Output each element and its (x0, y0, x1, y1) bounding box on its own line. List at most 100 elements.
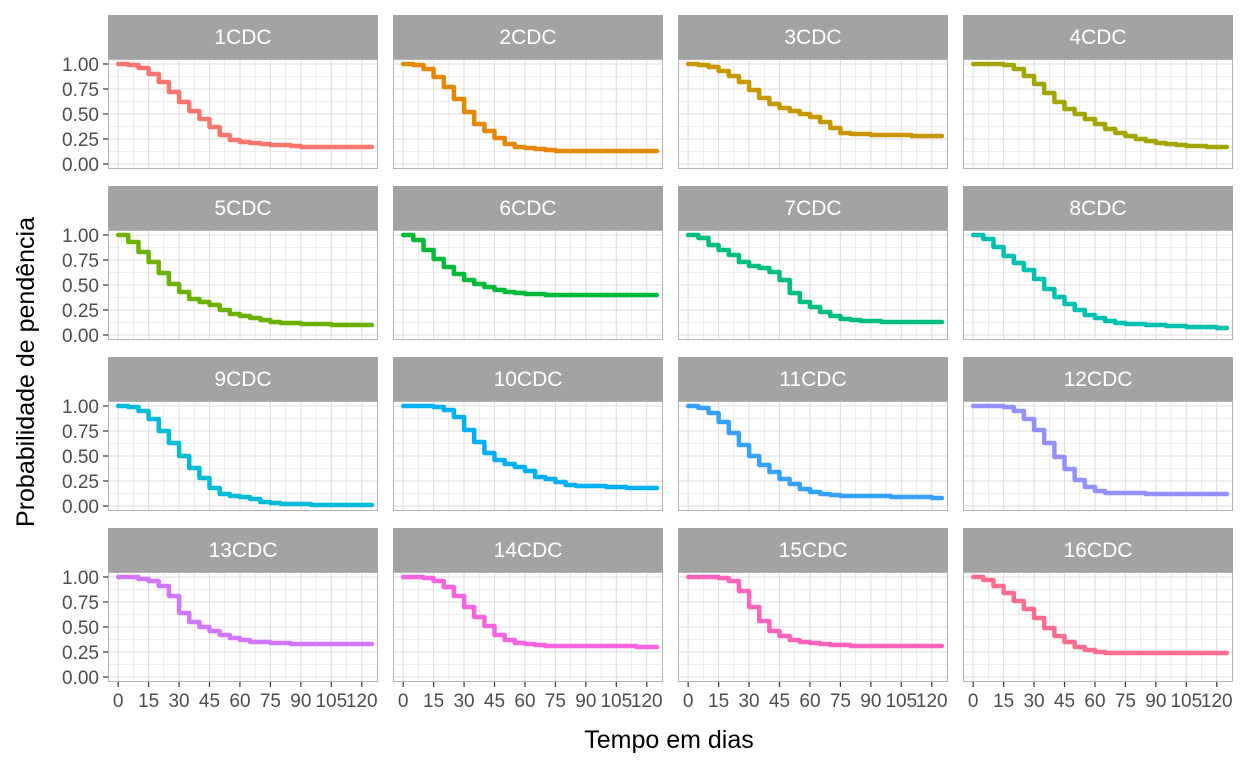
facet-panel-7CDC: 7CDC (678, 186, 948, 340)
facet-strip (678, 357, 948, 401)
facet-panel-10CDC: 10CDC (393, 357, 663, 511)
facet-panel-13CDC: 13CDC (108, 528, 378, 682)
facet-strip-label: 2CDC (499, 26, 556, 49)
y-axis-title: Probabilidade de pendência (12, 217, 40, 527)
y-tick-label: 0.50 (62, 447, 99, 468)
facet-panel-6CDC: 6CDC (393, 186, 663, 340)
y-tick-label: 0.25 (62, 130, 99, 151)
panel-border (108, 401, 378, 511)
grid-lines (678, 230, 948, 340)
survival-curve-4CDC (970, 61, 1230, 150)
y-tick-label: 0.25 (62, 301, 99, 322)
x-tick-label: 60 (1084, 691, 1105, 712)
panels-layer: 1CDC 2CDC 3CDC 4CDC 5CDC 6CDC 7CDC 8CDC 9CDC 10CD… (108, 15, 1233, 682)
facet-strip (393, 186, 663, 230)
facet-strip-label: 5CDC (214, 197, 271, 220)
y-tick-label: 0.00 (62, 668, 99, 689)
x-tick-label: 75 (830, 691, 851, 712)
y-tick-label: 0.50 (62, 105, 99, 126)
x-tick-label: 105 (1170, 691, 1202, 712)
facet-strip-label: 10CDC (494, 368, 563, 391)
facet-strip (108, 186, 378, 230)
survival-curve-12CDC (970, 403, 1230, 497)
facet-strip-label: 14CDC (494, 539, 563, 562)
panel-border (678, 572, 948, 682)
panel-border (393, 572, 663, 682)
x-tick-label: 0 (683, 691, 694, 712)
facet-strip (963, 528, 1233, 572)
facet-strip (108, 528, 378, 572)
facet-panel-11CDC: 11CDC (678, 357, 948, 511)
x-tick-label: 15 (993, 691, 1014, 712)
grid-lines (963, 572, 1233, 682)
panel-border (393, 230, 663, 340)
facet-panel-16CDC: 16CDC (963, 528, 1233, 682)
facet-panel-8CDC: 8CDC (963, 186, 1233, 340)
x-tick-label: 90 (290, 691, 311, 712)
x-tick-label: 0 (113, 691, 124, 712)
panel-border (963, 230, 1233, 340)
y-tick-label: 0.75 (62, 251, 99, 272)
x-tick-label: 30 (453, 691, 474, 712)
grid-lines (108, 59, 378, 169)
grid-lines (963, 230, 1233, 340)
facet-strip (963, 357, 1233, 401)
x-tick-label: 90 (860, 691, 881, 712)
panel-border (108, 230, 378, 340)
y-tick-label: 1.00 (62, 226, 99, 247)
x-tick-label: 0 (398, 691, 409, 712)
grid-lines (678, 59, 948, 169)
facet-strip-label: 15CDC (779, 539, 848, 562)
x-tick-label: 75 (260, 691, 281, 712)
panel-border (963, 59, 1233, 169)
survival-curve-8CDC (970, 232, 1230, 331)
x-tick-label: 75 (1115, 691, 1136, 712)
survival-curve-16CDC (970, 574, 1230, 656)
facet-strip-label: 13CDC (209, 539, 278, 562)
y-tick-label: 1.00 (62, 55, 99, 76)
survival-curve-2CDC (400, 61, 660, 154)
survival-curve-5CDC (115, 232, 375, 328)
grid-lines (393, 401, 663, 511)
survival-curve-3CDC (685, 61, 945, 139)
x-tick-label: 30 (168, 691, 189, 712)
grid-lines (678, 572, 948, 682)
x-tick-label: 120 (1201, 691, 1233, 712)
facet-strip-label: 9CDC (214, 368, 271, 391)
grid-lines (963, 59, 1233, 169)
survival-curve-7CDC (685, 232, 945, 325)
y-tick-label: 1.00 (62, 568, 99, 589)
facet-strip (393, 15, 663, 59)
facet-panel-4CDC: 4CDC (963, 15, 1233, 169)
x-tick-label: 45 (1054, 691, 1075, 712)
x-tick-label: 45 (199, 691, 220, 712)
x-tick-label: 45 (484, 691, 505, 712)
x-tick-label: 105 (315, 691, 347, 712)
facet-panel-14CDC: 14CDC (393, 528, 663, 682)
x-tick-label: 120 (346, 691, 378, 712)
x-tick-label: 90 (575, 691, 596, 712)
x-tick-label: 30 (1023, 691, 1044, 712)
grid-lines (963, 401, 1233, 511)
x-tick-label: 120 (631, 691, 663, 712)
grid-lines (108, 572, 378, 682)
panel-border (678, 59, 948, 169)
x-tick-label: 75 (545, 691, 566, 712)
x-tick-label: 120 (916, 691, 948, 712)
axes-layer: 0.00 0.25 0.50 0.75 1.00 0.00 0.25 0.50 0.75 1.00… (62, 55, 1233, 712)
panel-border (108, 59, 378, 169)
facet-panel-15CDC: 15CDC (678, 528, 948, 682)
y-tick-label: 0.75 (62, 422, 99, 443)
facet-strip (108, 15, 378, 59)
y-tick-label: 0.75 (62, 80, 99, 101)
x-tick-label: 15 (708, 691, 729, 712)
x-tick-label: 90 (1145, 691, 1166, 712)
x-tick-label: 60 (229, 691, 250, 712)
facet-panel-5CDC: 5CDC (108, 186, 378, 340)
panel-border (108, 572, 378, 682)
facet-panel-12CDC: 12CDC (963, 357, 1233, 511)
survival-curve-11CDC (685, 403, 945, 501)
panel-border (963, 401, 1233, 511)
grid-lines (678, 401, 948, 511)
